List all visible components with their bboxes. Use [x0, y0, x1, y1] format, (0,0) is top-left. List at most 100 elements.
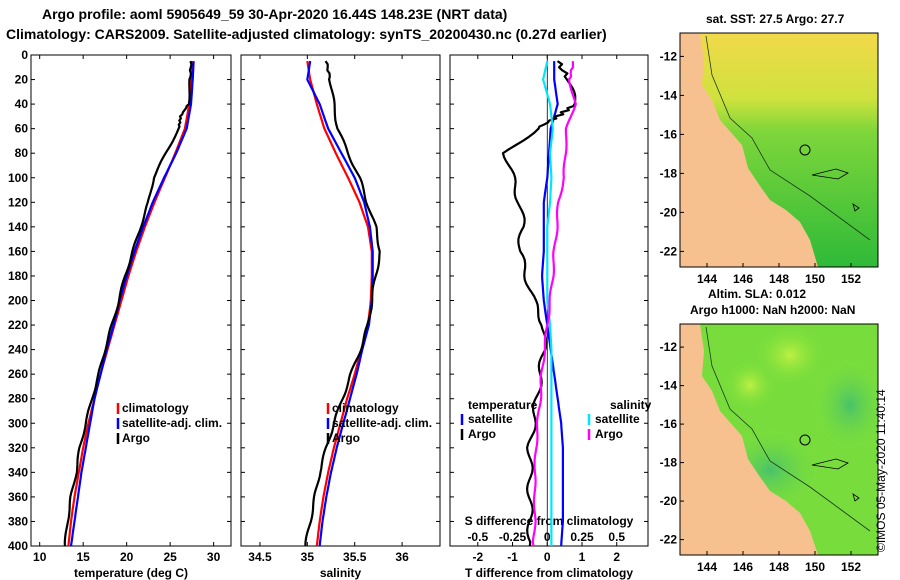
series-line-argo	[304, 60, 381, 547]
y-tick-label: 180	[8, 269, 28, 283]
map-lon-label: 148	[769, 560, 789, 574]
map-lat-label: -18	[660, 456, 678, 470]
legend-title-temperature: temperature	[468, 398, 538, 412]
x-tick-label: 25	[163, 550, 177, 564]
map-lat-label: -22	[660, 244, 678, 258]
x2-tick-label: 0.5	[608, 530, 625, 544]
map-lon-label: 146	[733, 560, 753, 574]
sla-anomaly	[755, 325, 825, 385]
x-axis-label: T difference from climatology	[465, 566, 633, 580]
panel-frame	[30, 54, 232, 547]
map-lat-label: -18	[660, 166, 678, 180]
shelf-contour	[705, 326, 871, 532]
y-tick-label: 280	[8, 392, 28, 406]
x-tick-label: 0	[544, 550, 551, 564]
map-lon-label: 146	[733, 272, 753, 286]
x2-tick-label: -0.25	[499, 530, 527, 544]
map-lon-label: 150	[805, 560, 825, 574]
x2-tick-label: 0.25	[570, 530, 594, 544]
y-tick-label: 100	[8, 171, 28, 185]
x2-axis-label: S difference from climatology	[465, 514, 634, 528]
sst-map-title: sat. SST: 27.5 Argo: 27.7	[706, 12, 845, 26]
x-axis-label: salinity	[320, 566, 362, 580]
legend-label: satellite	[468, 412, 513, 426]
y-tick-label: 340	[8, 465, 28, 479]
reef-outlines	[811, 458, 860, 502]
y-tick-label: 60	[15, 122, 29, 136]
x-tick-label: 15	[76, 550, 90, 564]
series-line-salinity-satellite	[541, 60, 554, 546]
title-line-2: Climatology: CARS2009. Satellite-adjuste…	[6, 26, 607, 42]
map-lon-label: 152	[841, 560, 861, 574]
map-lat-label: -22	[660, 533, 678, 547]
x-tick-label: 36	[395, 550, 409, 564]
x2-tick-label: 0	[544, 530, 551, 544]
series-line-temperature-argo	[501, 60, 577, 547]
legend-label: satellite-adj. clim.	[332, 416, 432, 430]
shelf-contour	[705, 35, 871, 241]
y-tick-label: 400	[8, 539, 28, 553]
series-line-temperature-satellite	[540, 61, 565, 547]
x-tick-label: 30	[207, 550, 221, 564]
series-line-salinity-argo	[531, 61, 577, 547]
x-tick-label: 10	[33, 550, 47, 564]
x-tick-label: -1	[507, 550, 518, 564]
x-tick-label: 2	[613, 550, 620, 564]
map-lat-label: -14	[660, 379, 678, 393]
australia-land	[680, 324, 818, 555]
map-lat-label: -20	[660, 205, 678, 219]
map-lon-label: 144	[697, 272, 717, 286]
x-tick-label: 34.5	[248, 550, 272, 564]
y-tick-label: 120	[8, 195, 28, 209]
map-lat-label: -20	[660, 494, 678, 508]
y-tick-label: 40	[15, 97, 29, 111]
legend-label: climatology	[332, 401, 399, 415]
y-tick-label: 20	[15, 73, 29, 87]
sla-anomaly	[725, 360, 775, 410]
map-lon-label: 152	[841, 272, 861, 286]
y-tick-label: 300	[8, 416, 28, 430]
x-tick-label: 1	[579, 550, 586, 564]
y-tick-label: 320	[8, 441, 28, 455]
y-tick-label: 80	[15, 146, 29, 160]
x-axis-label: temperature (deg C)	[74, 566, 188, 580]
argo-location-marker	[799, 434, 811, 446]
imos-timestamp: ©IMOS 05-May-2020 11:40:14	[874, 389, 888, 552]
map-lat-label: -16	[660, 417, 678, 431]
series-line-climatology	[67, 61, 193, 547]
y-tick-label: 240	[8, 343, 28, 357]
legend-label: climatology	[122, 401, 189, 415]
y-tick-label: 0	[21, 48, 28, 62]
map-lat-label: -12	[660, 340, 678, 354]
x-tick-label: 35.5	[343, 550, 367, 564]
y-tick-label: 380	[8, 514, 28, 528]
x-tick-label: 20	[120, 550, 134, 564]
legend-label: Argo	[468, 427, 496, 441]
y-tick-label: 260	[8, 367, 28, 381]
sst-map	[680, 33, 878, 267]
argo-location-marker	[799, 144, 811, 156]
reef-outlines	[811, 168, 860, 212]
panel-frames	[30, 54, 649, 547]
sla-map-title-2: Argo h1000: NaN h2000: NaN	[690, 303, 856, 317]
legend-label: Argo	[332, 431, 360, 445]
title-line-1: Argo profile: aoml 5905649_59 30-Apr-202…	[42, 6, 508, 22]
legend-label: Argo	[122, 431, 150, 445]
y-tick-label: 360	[8, 490, 28, 504]
map-lat-label: -14	[660, 88, 678, 102]
x-tick-label: -2	[472, 550, 483, 564]
y-tick-label: 140	[8, 220, 28, 234]
legend-label: Argo	[595, 427, 623, 441]
legend-label: satellite-adj. clim.	[122, 416, 222, 430]
map-lon-label: 150	[805, 272, 825, 286]
axis-ticks: 0204060801001201401601802002202402602803…	[8, 48, 648, 580]
legend-label: satellite	[595, 412, 640, 426]
map-lat-label: -16	[660, 127, 678, 141]
x2-tick-label: -0.5	[467, 530, 488, 544]
map-lon-label: 144	[697, 560, 717, 574]
sla-map	[680, 324, 878, 555]
series-layer	[63, 60, 577, 547]
map-ticks: 144 146 148 150 152 -12 -14 -16 -18 -20 -22 144 146 1…	[660, 49, 862, 574]
